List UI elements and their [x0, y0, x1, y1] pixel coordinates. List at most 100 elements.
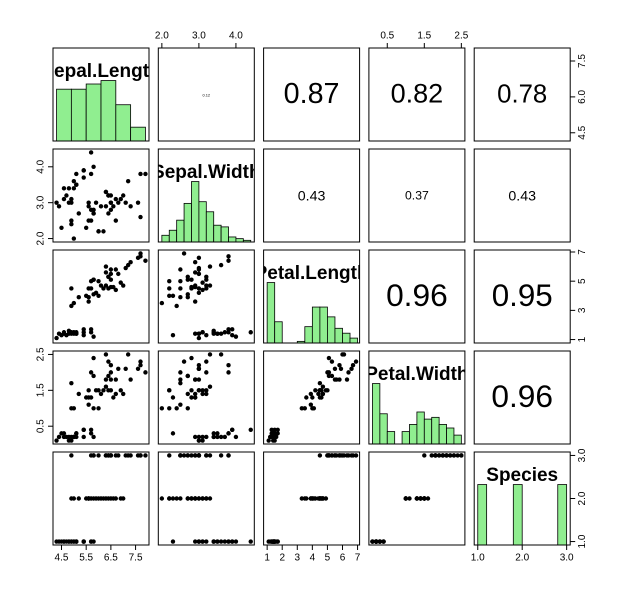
point	[106, 359, 111, 364]
point	[226, 539, 231, 544]
point	[211, 434, 216, 440]
point	[433, 453, 438, 458]
point	[167, 496, 172, 501]
panel-frame	[263, 148, 361, 243]
point	[86, 402, 91, 407]
correlation-label: 0.87	[284, 78, 340, 110]
hist-bar	[423, 418, 433, 444]
point	[108, 388, 114, 393]
hist-bar	[235, 238, 244, 242]
point	[272, 539, 277, 544]
point	[91, 373, 96, 379]
point	[196, 434, 202, 440]
point	[74, 182, 79, 187]
point	[178, 295, 183, 300]
point	[138, 453, 143, 458]
point	[313, 388, 318, 393]
correlation-label: 0.78	[497, 80, 547, 108]
point	[200, 280, 205, 285]
point	[273, 434, 279, 440]
point	[103, 270, 109, 275]
point	[425, 496, 431, 501]
variable-name: Sepal.Length	[41, 61, 160, 82]
point	[218, 434, 224, 440]
point	[71, 300, 77, 306]
panel-frame	[263, 350, 361, 445]
point	[96, 293, 101, 298]
point	[226, 258, 231, 263]
hist-bar	[168, 229, 178, 242]
point	[207, 384, 213, 389]
y-tick-label: 3.0	[36, 195, 47, 209]
point	[192, 270, 198, 275]
x-tick-label: 5	[325, 553, 331, 564]
point	[170, 395, 176, 400]
point	[118, 496, 123, 501]
point	[116, 200, 121, 205]
panel-frame	[368, 451, 466, 546]
point	[91, 434, 96, 440]
hist-bar	[431, 416, 440, 444]
correlation-label: 0.95	[492, 278, 553, 313]
point	[317, 380, 323, 386]
hist-bar	[342, 332, 351, 343]
point	[178, 286, 183, 291]
point	[88, 431, 94, 436]
point	[167, 293, 172, 298]
point	[138, 171, 143, 177]
point	[200, 330, 205, 335]
point	[370, 539, 375, 544]
point	[200, 388, 205, 393]
point	[196, 377, 202, 382]
panel-frame	[52, 148, 150, 243]
point	[204, 286, 209, 291]
point	[61, 434, 67, 440]
point	[121, 193, 126, 198]
point	[185, 453, 190, 458]
point	[167, 278, 172, 284]
point	[128, 204, 133, 209]
point	[429, 453, 434, 458]
point	[444, 453, 449, 458]
point	[304, 496, 309, 501]
point	[101, 229, 106, 234]
point	[174, 406, 179, 411]
point	[66, 539, 72, 544]
y-tick-label: 1.0	[577, 534, 588, 548]
point	[66, 200, 72, 205]
point	[267, 434, 273, 440]
point	[215, 434, 220, 440]
point	[178, 402, 183, 407]
y-tick-label: 2.5	[36, 347, 47, 361]
point	[108, 453, 114, 458]
point	[436, 453, 442, 458]
point	[248, 427, 253, 432]
point	[91, 406, 96, 411]
point	[311, 496, 317, 501]
point	[211, 539, 216, 544]
panel-frame	[473, 249, 571, 344]
point	[135, 366, 141, 371]
point	[218, 262, 224, 268]
point	[121, 283, 126, 288]
point	[316, 391, 321, 397]
point	[317, 496, 323, 501]
point	[218, 453, 224, 458]
y-tick-label: 4.5	[577, 125, 588, 139]
point	[310, 395, 315, 400]
point	[81, 168, 86, 173]
point	[108, 370, 114, 375]
point	[88, 171, 94, 177]
point	[373, 539, 379, 544]
point	[332, 366, 338, 371]
point	[211, 431, 216, 436]
y-tick-label: 0.5	[36, 419, 47, 433]
x-tick-label: 3	[295, 553, 301, 564]
point	[325, 388, 330, 393]
point	[91, 292, 96, 297]
point	[86, 299, 91, 304]
point	[204, 434, 209, 440]
point	[113, 377, 119, 382]
point	[319, 395, 324, 400]
